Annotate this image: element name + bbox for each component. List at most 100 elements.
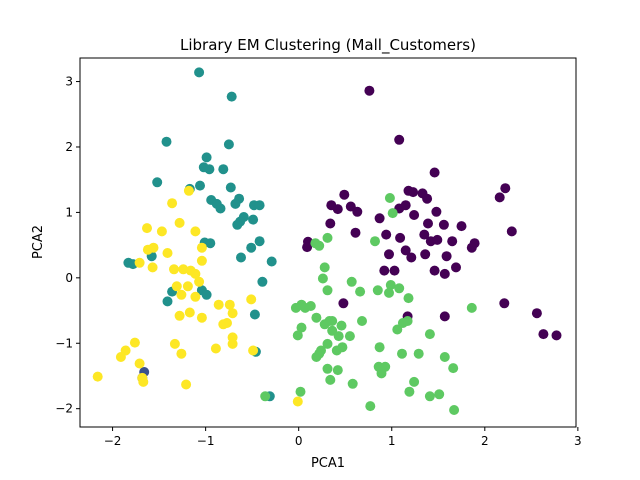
- y-ticks: −2 −1 0 1 2 3: [55, 75, 80, 416]
- x-tick-label: 3: [574, 434, 582, 448]
- data-point: [441, 251, 452, 262]
- data-point: [357, 316, 367, 326]
- data-point: [387, 208, 398, 219]
- data-point: [420, 249, 431, 260]
- data-point: [184, 307, 195, 318]
- data-point: [230, 198, 241, 209]
- data-point: [246, 294, 257, 305]
- data-point: [322, 232, 333, 243]
- data-point: [205, 238, 216, 249]
- data-point: [254, 200, 265, 211]
- data-point: [392, 324, 403, 335]
- x-ticks: −2 −1 0 1 2 3: [104, 427, 582, 448]
- data-point: [225, 182, 236, 193]
- data-point: [248, 214, 259, 225]
- data-point: [355, 286, 366, 297]
- data-point: [372, 285, 383, 296]
- data-point: [551, 330, 562, 341]
- data-point: [246, 242, 257, 253]
- data-point: [134, 358, 145, 369]
- x-tick-label: 2: [481, 434, 489, 448]
- data-point: [181, 379, 192, 390]
- data-point: [395, 232, 406, 243]
- data-point: [142, 223, 152, 234]
- data-point: [429, 167, 440, 178]
- data-point: [311, 312, 322, 323]
- x-axis-label: PCA1: [311, 456, 345, 471]
- data-point: [333, 331, 344, 342]
- data-point: [190, 291, 201, 302]
- data-point: [339, 189, 350, 200]
- data-point: [332, 365, 343, 376]
- data-point: [419, 229, 430, 240]
- data-point: [381, 229, 392, 240]
- data-point: [429, 265, 440, 276]
- data-point: [171, 281, 182, 292]
- data-point: [196, 255, 207, 266]
- data-point: [406, 252, 417, 263]
- data-point: [167, 198, 178, 209]
- data-point: [402, 316, 413, 326]
- data-point: [344, 331, 355, 342]
- data-point: [176, 289, 187, 300]
- data-point: [215, 203, 226, 214]
- data-point: [431, 206, 442, 217]
- data-point: [162, 248, 173, 258]
- data-point: [384, 249, 394, 260]
- data-point: [194, 67, 205, 78]
- data-point: [218, 164, 229, 175]
- data-point: [322, 285, 333, 296]
- data-point: [379, 265, 390, 276]
- data-point: [352, 206, 363, 217]
- x-tick-label: −1: [197, 434, 215, 448]
- data-point: [254, 236, 265, 247]
- data-point: [161, 136, 172, 147]
- data-point: [499, 298, 510, 309]
- data-point: [336, 320, 347, 331]
- data-point: [409, 210, 420, 220]
- data-point: [174, 310, 185, 321]
- data-point: [196, 242, 207, 253]
- data-point: [292, 396, 303, 407]
- data-point: [317, 273, 328, 284]
- data-point: [466, 242, 477, 253]
- y-tick-label: 0: [65, 271, 73, 285]
- data-point: [236, 252, 246, 263]
- data-point: [374, 342, 385, 353]
- data-point: [347, 378, 358, 389]
- data-point: [195, 180, 205, 191]
- data-point: [346, 276, 357, 287]
- data-point: [408, 187, 419, 198]
- data-point: [322, 363, 333, 374]
- data-point: [384, 193, 395, 203]
- data-point: [292, 330, 303, 341]
- data-point: [295, 386, 306, 397]
- data-point: [248, 345, 259, 356]
- x-tick-label: 1: [388, 434, 396, 448]
- data-point: [325, 218, 336, 229]
- data-point: [438, 219, 449, 230]
- data-point: [226, 91, 237, 102]
- data-point: [370, 236, 380, 247]
- data-point: [374, 213, 385, 224]
- y-tick-label: 2: [65, 140, 73, 154]
- y-tick-label: −2: [55, 402, 73, 416]
- y-axis-label: PCA2: [31, 225, 46, 259]
- data-point: [260, 391, 271, 402]
- data-point: [466, 302, 477, 313]
- data-point: [439, 311, 450, 322]
- data-point: [223, 139, 234, 150]
- data-point: [506, 226, 517, 237]
- data-point: [448, 363, 459, 374]
- data-point: [210, 343, 221, 354]
- data-point: [178, 264, 189, 275]
- data-point: [296, 322, 307, 333]
- y-tick-label: 1: [65, 205, 73, 219]
- y-tick-label: 3: [65, 75, 73, 89]
- data-point: [538, 329, 549, 340]
- data-point: [305, 301, 316, 311]
- data-point: [232, 219, 243, 230]
- data-point: [148, 242, 159, 253]
- data-point: [422, 193, 433, 204]
- data-point: [147, 262, 158, 273]
